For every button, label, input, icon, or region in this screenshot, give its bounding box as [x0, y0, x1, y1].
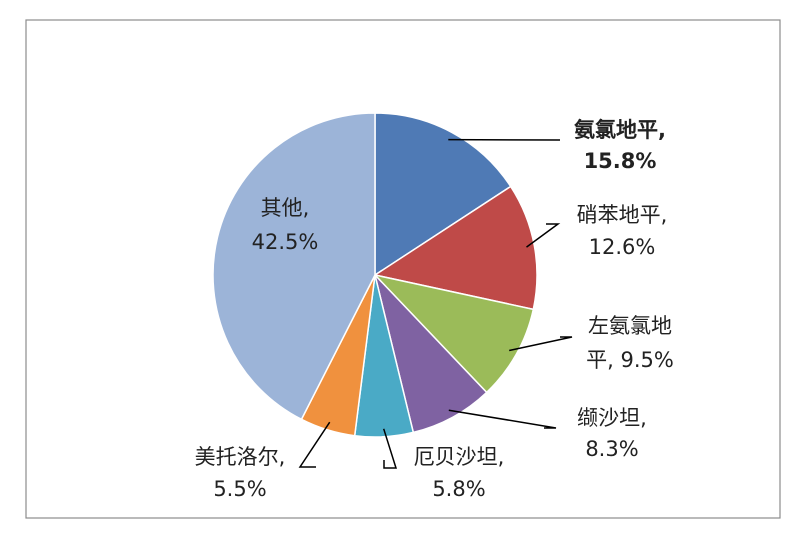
pie-slice-1	[374, 112, 512, 277]
leader-lines	[298, 138, 573, 469]
pie-slice-7	[212, 112, 376, 421]
pie-slice-3	[372, 273, 535, 394]
slice-label-2-name: 硝苯地平,	[577, 203, 668, 227]
slice-label-1-value: 15.8%	[584, 149, 657, 173]
slice-label-5-name: 厄贝沙坦,	[414, 445, 505, 469]
slice-label-6-value: 5.5%	[213, 477, 266, 501]
slice-label-7-name: 其他,	[261, 196, 310, 220]
leader-line-4	[448, 409, 557, 429]
slice-label-7-value: 42.5%	[252, 230, 319, 254]
slice-label-3-value: 平, 9.5%	[586, 348, 674, 372]
slice-label-4-value: 8.3%	[585, 437, 638, 461]
pie-slices	[212, 112, 538, 438]
slice-label-1-name: 氨氯地平,	[574, 118, 666, 142]
leader-line-3	[509, 336, 573, 352]
slice-label-6-name: 美托洛尔,	[195, 445, 286, 469]
slice-label-4-name: 缬沙坦,	[577, 406, 647, 430]
slice-label-3-name: 左氨氯地	[588, 314, 672, 338]
pie-slice-2	[373, 185, 538, 311]
leader-line-6	[298, 421, 331, 468]
leader-line-2	[526, 223, 561, 248]
slice-label-5-value: 5.8%	[432, 477, 485, 501]
leader-line-5	[382, 428, 398, 469]
slice-label-2-value: 12.6%	[589, 235, 656, 259]
